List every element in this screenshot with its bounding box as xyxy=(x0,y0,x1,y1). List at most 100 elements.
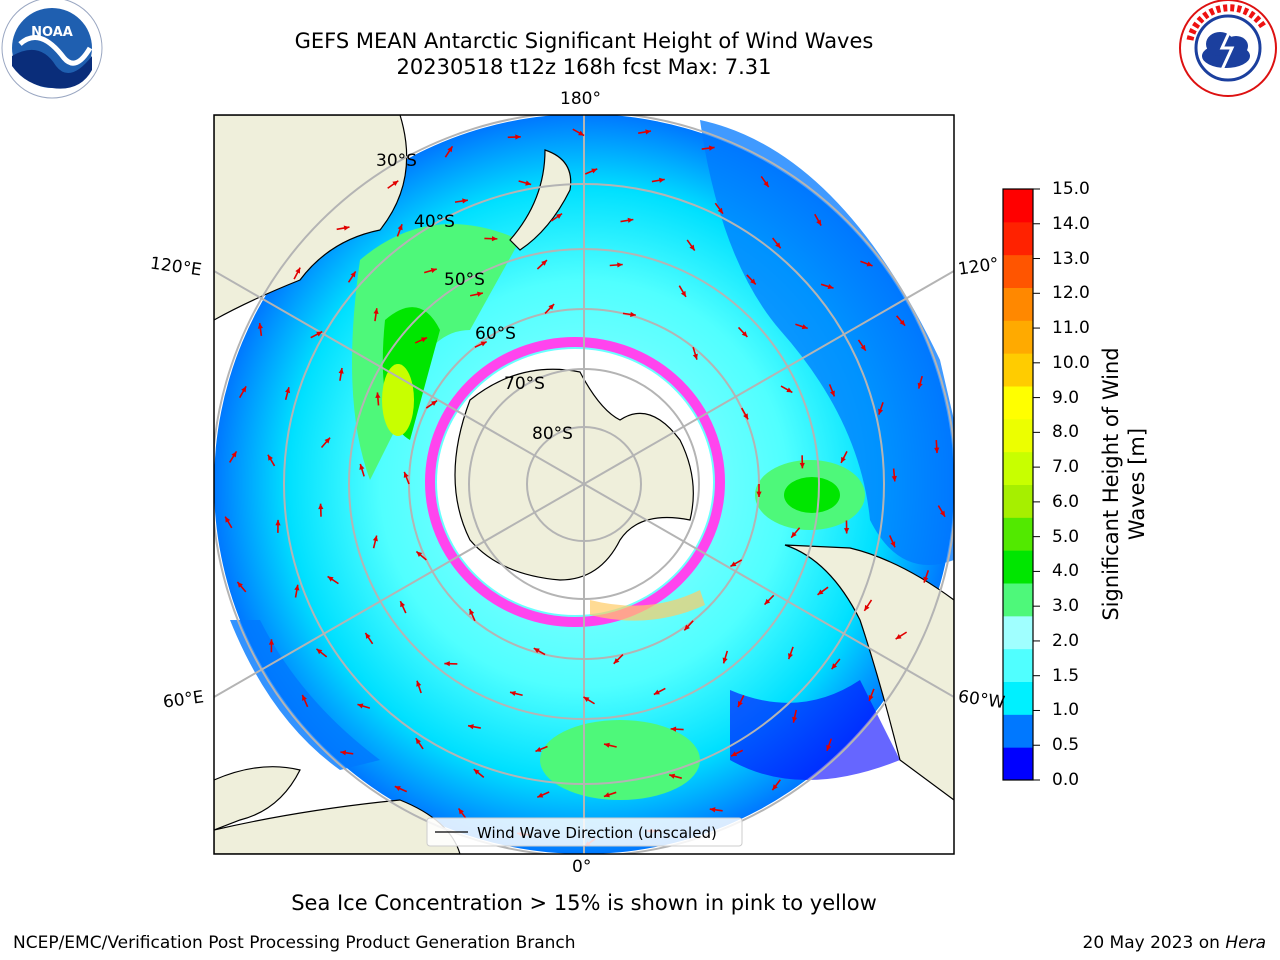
colorbar-segment xyxy=(1003,254,1033,288)
wind-wave-arrow-head xyxy=(722,657,728,664)
wind-wave-arrow-head xyxy=(477,291,483,297)
colorbar-tick-label: 14.0 xyxy=(1052,213,1090,234)
wind-wave-arrow-head xyxy=(400,601,406,608)
wind-wave-arrow-head xyxy=(603,792,610,798)
wind-wave-arrow-head xyxy=(827,284,834,290)
legend-box xyxy=(426,817,743,847)
colorbar-segment xyxy=(1003,287,1033,321)
wind-wave-arrow-head xyxy=(316,648,323,655)
wind-wave-arrow-head xyxy=(373,308,379,315)
wind-wave-arrow-head xyxy=(231,451,237,458)
wind-wave-arrow-head xyxy=(473,769,480,775)
colorbar-segment xyxy=(1003,615,1033,650)
wave-max-core xyxy=(382,364,414,436)
wind-wave-arrow-head xyxy=(684,624,690,631)
colorbar-segment xyxy=(1003,484,1033,518)
wind-wave-arrow-head xyxy=(899,319,906,326)
wind-wave-arrow-head xyxy=(318,503,324,510)
wind-wave-arrow-head xyxy=(775,242,781,249)
colorbar-label: Significant Height of Wind Waves [m] xyxy=(1098,314,1158,654)
wind-wave-arrow-head xyxy=(285,387,291,394)
wind-wave-arrow-head xyxy=(468,724,474,730)
svg-text:NOAA: NOAA xyxy=(31,25,73,40)
noaa-logo-icon: NOAA xyxy=(1,0,103,99)
wind-wave-arrow-head xyxy=(627,217,634,223)
caption: Sea Ice Concentration > 15% is shown in … xyxy=(291,891,877,915)
colorbar-segment xyxy=(1003,517,1033,551)
wind-wave-arrow-head xyxy=(895,633,902,640)
lat-label-60s: 60°S xyxy=(475,324,516,344)
chart-subtitle: 20230518 t12z 168h fcst Max: 7.31 xyxy=(396,55,772,79)
wind-wave-arrow-head xyxy=(617,262,623,268)
colorbar-tick-label: 9.0 xyxy=(1052,387,1080,408)
wind-wave-arrow-head xyxy=(541,260,547,266)
wind-wave-arrow-head xyxy=(548,304,555,310)
wind-wave-arrow-head xyxy=(653,689,660,695)
wind-wave-arrow-head xyxy=(799,462,805,469)
colorbar-tick-label: 3.0 xyxy=(1052,596,1080,617)
wind-wave-arrow-head xyxy=(340,750,347,756)
wind-wave-arrow-head xyxy=(738,701,743,708)
legend-label: Wind Wave Direction (unscaled) xyxy=(477,824,717,842)
colorbar-tick-label: 8.0 xyxy=(1052,422,1080,443)
wind-wave-arrow-head xyxy=(324,437,331,444)
colorbar-segment xyxy=(1003,747,1033,781)
wind-wave-arrow-head xyxy=(591,168,598,174)
colorbar-tick-label: 0.0 xyxy=(1052,770,1080,790)
wind-wave-arrow-head xyxy=(791,531,797,538)
colorbar-tick-label: 4.0 xyxy=(1052,561,1080,582)
wind-wave-arrow-head xyxy=(397,224,403,231)
wind-wave-arrow-head xyxy=(268,639,275,645)
wind-wave-arrow-head xyxy=(772,784,778,791)
wind-wave-arrow-head xyxy=(416,551,423,558)
colorbar-segment xyxy=(1003,418,1033,453)
wind-wave-arrow-head xyxy=(708,145,715,151)
wind-wave-arrow-head xyxy=(841,456,846,463)
sea-ice-ring xyxy=(425,337,725,627)
wind-wave-arrow-head xyxy=(613,658,620,664)
antarctica-landmass xyxy=(454,368,694,581)
wind-wave-arrows xyxy=(224,128,946,848)
wind-wave-arrow-head xyxy=(756,491,762,497)
colorbar-label-line2: Waves [m] xyxy=(1125,427,1149,541)
wind-wave-arrow-head xyxy=(817,589,824,595)
wind-wave-arrow-head xyxy=(764,598,771,605)
wind-wave-arrow-head xyxy=(537,792,544,798)
wind-wave-arrow-head xyxy=(743,413,749,420)
lat-label-30s: 30°S xyxy=(376,151,417,171)
colorbar-segment xyxy=(1003,353,1033,387)
lat-label-70s: 70°S xyxy=(504,374,545,394)
wind-wave-arrow-head xyxy=(556,213,563,219)
colorbar-segment xyxy=(1003,221,1033,256)
wind-wave-arrow-head xyxy=(786,387,793,393)
wind-wave-arrow-head xyxy=(525,180,532,186)
colorbar-segment xyxy=(1003,714,1033,748)
wind-wave-arrow-head xyxy=(843,528,850,534)
wind-wave-arrow-head xyxy=(294,584,300,591)
wind-wave-arrow-head xyxy=(491,236,498,242)
footer-date: 20 May 2023 on Hera xyxy=(1083,933,1267,953)
wind-wave-arrow-head xyxy=(891,475,897,482)
wind-wave-arrow-head xyxy=(295,267,301,274)
lon-label-bottom: 0° xyxy=(572,857,592,877)
colorbar-tick-label: 10.0 xyxy=(1052,352,1090,373)
map-plot-area xyxy=(214,115,954,854)
wind-wave-arrow-head xyxy=(829,390,835,397)
wind-wave-arrow-head xyxy=(365,632,371,639)
lat-label-40s: 40°S xyxy=(414,212,455,232)
wind-wave-arrow-head xyxy=(275,519,281,526)
wind-wave-arrow-head xyxy=(816,219,822,226)
wind-wave-arrow-head xyxy=(359,463,365,470)
wind-wave-arrow-head xyxy=(670,726,677,732)
graticule xyxy=(214,115,954,854)
colorbar-tick-label: 2.0 xyxy=(1052,630,1080,651)
wind-wave-arrow-head xyxy=(730,561,737,567)
wave-band-south xyxy=(540,720,700,800)
wind-wave-arrow-head xyxy=(866,261,873,267)
wind-wave-arrow-head xyxy=(535,746,542,752)
wind-wave-arrow-head xyxy=(357,703,364,709)
wind-wave-arrow-head xyxy=(458,808,464,815)
sea-ice-high-concentration xyxy=(590,590,705,621)
wind-wave-arrow-head xyxy=(692,353,698,360)
